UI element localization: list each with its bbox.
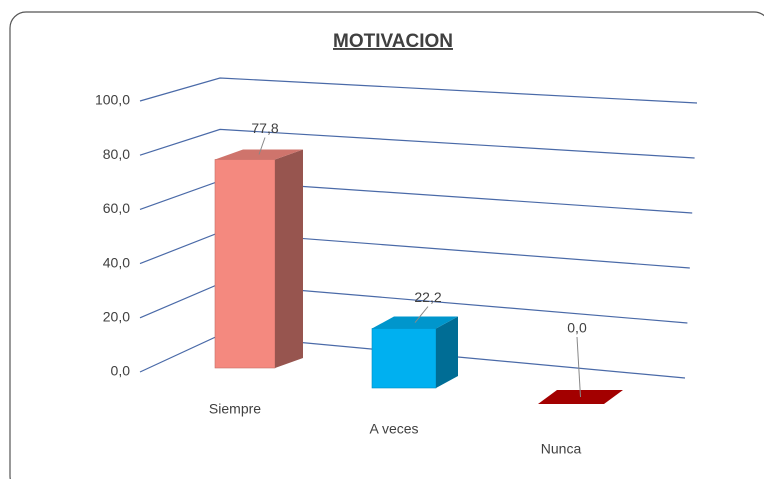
x-tick-label: A veces xyxy=(369,421,418,437)
y-tick-label: 0,0 xyxy=(111,363,131,379)
x-tick-label: Nunca xyxy=(541,441,582,457)
value-label: 0,0 xyxy=(567,320,587,336)
bars: 77,8 Siempre 22,2 A veces 0,0 Nunca xyxy=(209,120,623,457)
value-label: 22,2 xyxy=(414,289,441,305)
y-tick-label: 100,0 xyxy=(95,92,130,108)
label-leader xyxy=(258,137,266,155)
chart-title: MOTIVACION xyxy=(333,31,453,52)
bar-side xyxy=(436,316,458,388)
value-label: 77,8 xyxy=(251,120,278,136)
y-tick-label: 60,0 xyxy=(103,200,130,216)
label-leader xyxy=(576,336,581,398)
bar-front xyxy=(371,328,437,389)
grid-line xyxy=(139,128,695,159)
label-leader xyxy=(414,306,429,323)
bar-front xyxy=(214,159,276,369)
y-tick-label: 20,0 xyxy=(103,309,130,325)
x-tick-label: Siempre xyxy=(209,401,261,417)
grid-line xyxy=(139,77,698,104)
bar-side xyxy=(275,149,303,368)
y-tick-label: 40,0 xyxy=(103,254,130,270)
y-tick-label: 80,0 xyxy=(103,146,130,162)
